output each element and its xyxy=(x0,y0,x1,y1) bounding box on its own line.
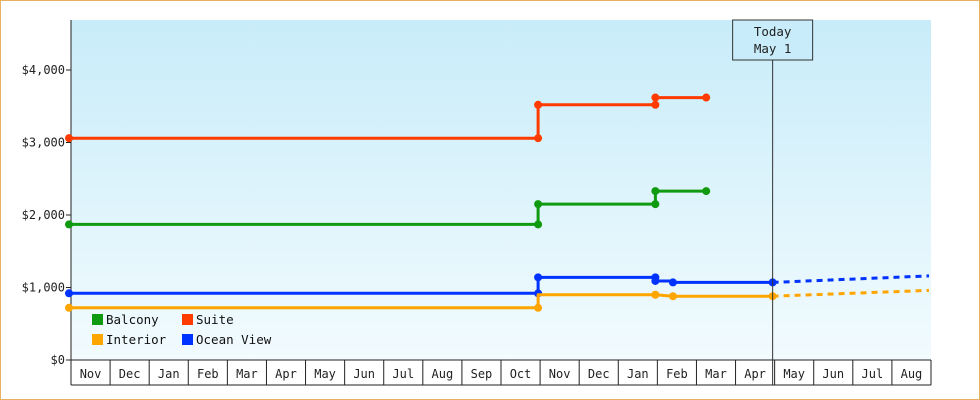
month-label: Nov xyxy=(80,367,102,381)
series-interior xyxy=(65,288,930,312)
legend-swatch xyxy=(182,314,193,325)
month-label: Jul xyxy=(392,367,414,381)
series-line xyxy=(69,293,773,310)
data-point xyxy=(651,93,660,102)
y-tick-label: $1,000 xyxy=(22,281,65,295)
legend: Balcony Suite Interior Ocean View xyxy=(92,312,272,347)
data-point xyxy=(651,100,660,109)
data-point xyxy=(534,200,543,209)
month-label: Nov xyxy=(549,367,571,381)
data-point xyxy=(65,289,73,298)
data-point xyxy=(702,187,711,196)
legend-item: Ocean View xyxy=(182,332,272,347)
month-label: Jun xyxy=(353,367,375,381)
plot-area xyxy=(71,20,931,360)
series-balcony xyxy=(65,187,711,229)
projected-line xyxy=(772,274,930,284)
series-line xyxy=(69,96,707,140)
series-line xyxy=(69,189,707,226)
today-label: Today xyxy=(754,24,792,39)
legend-swatch xyxy=(92,314,103,325)
y-tick-label: $0 xyxy=(51,353,65,367)
month-label: Aug xyxy=(901,367,923,381)
today-marker: Today May 1 xyxy=(732,19,814,385)
month-label: Feb xyxy=(197,367,219,381)
x-axis: Nov Dec Jan Feb Mar Apr May Jun Jul Aug Sep Oct Nov D… xyxy=(70,359,932,386)
data-point xyxy=(651,200,660,209)
data-point xyxy=(65,220,73,229)
month-label: Feb xyxy=(666,367,688,381)
data-point xyxy=(65,303,73,312)
month-label: Aug xyxy=(432,367,454,381)
legend-label: Suite xyxy=(196,312,234,327)
data-point xyxy=(668,278,677,287)
month-label: Apr xyxy=(275,367,297,381)
data-point xyxy=(534,273,543,282)
data-point xyxy=(534,100,543,109)
data-point xyxy=(702,93,711,102)
legend-label: Balcony xyxy=(106,312,159,327)
data-point xyxy=(534,303,543,312)
today-box xyxy=(732,19,814,61)
series-ocean-view xyxy=(65,273,930,298)
legend-item: Suite xyxy=(182,312,234,327)
data-point xyxy=(534,220,543,229)
legend-swatch xyxy=(182,334,193,345)
month-label: May xyxy=(783,367,805,381)
month-label: Dec xyxy=(119,367,141,381)
legend-item: Balcony xyxy=(92,312,159,327)
legend-item: Interior xyxy=(92,332,167,347)
month-label: Sep xyxy=(471,367,493,381)
projected-line xyxy=(772,288,930,298)
data-point xyxy=(651,290,660,299)
month-label: Mar xyxy=(236,367,258,381)
month-label: May xyxy=(314,367,336,381)
series-suite xyxy=(65,93,711,143)
data-point xyxy=(651,276,660,285)
y-tick-label: $2,000 xyxy=(22,208,65,222)
month-label: Apr xyxy=(744,367,766,381)
legend-label: Ocean View xyxy=(196,332,272,347)
month-label: Jun xyxy=(822,367,844,381)
data-point xyxy=(65,134,73,143)
month-label: Dec xyxy=(588,367,610,381)
series-layer xyxy=(65,93,930,312)
month-label: Jul xyxy=(862,367,884,381)
month-label: Mar xyxy=(705,367,727,381)
legend-label: Interior xyxy=(106,332,167,347)
data-point xyxy=(668,292,677,301)
y-tick-label: $3,000 xyxy=(22,136,65,150)
y-axis: $0 $1,000 $2,000 $3,000 $4,000 xyxy=(22,20,72,385)
month-label: Oct xyxy=(510,367,532,381)
data-point xyxy=(651,187,660,196)
y-tick-label: $4,000 xyxy=(22,63,65,77)
month-label: Jan xyxy=(627,367,649,381)
data-point xyxy=(534,134,543,143)
legend-swatch xyxy=(92,334,103,345)
month-label: Jan xyxy=(158,367,180,381)
today-date: May 1 xyxy=(754,41,792,56)
